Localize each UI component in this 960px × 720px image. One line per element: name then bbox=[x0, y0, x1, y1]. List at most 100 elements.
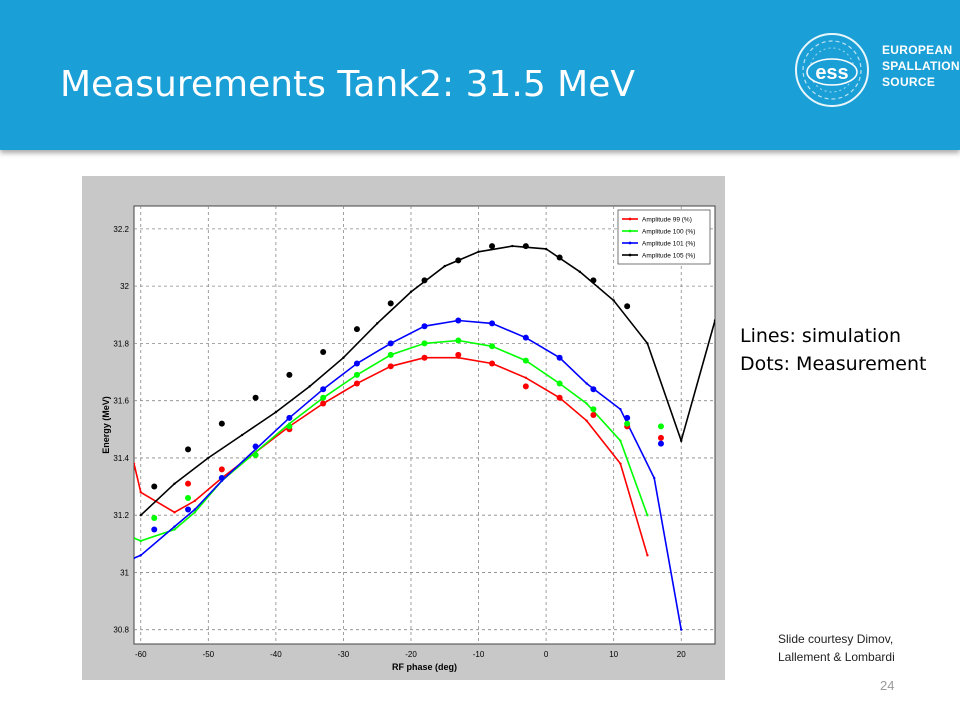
measurement-dot bbox=[455, 257, 462, 264]
series-vertex bbox=[443, 264, 446, 268]
series-vertex bbox=[173, 511, 176, 514]
y-tick-label: 31.6 bbox=[113, 397, 129, 406]
x-tick-label: -40 bbox=[270, 650, 282, 659]
series-vertex bbox=[134, 556, 136, 560]
measurement-dot bbox=[489, 360, 496, 367]
measurement-dot bbox=[151, 526, 158, 533]
y-tick-label: 31.4 bbox=[113, 454, 129, 463]
ess-logo-icon: ess bbox=[795, 33, 869, 107]
measurement-dot bbox=[556, 354, 563, 361]
series-vertex bbox=[578, 270, 582, 274]
measurement-dot bbox=[624, 420, 631, 427]
measurement-dot bbox=[522, 243, 529, 250]
y-tick-label: 32.2 bbox=[113, 225, 129, 234]
measurement-dot bbox=[590, 386, 597, 393]
measurement-dot bbox=[185, 506, 192, 513]
measurement-dot bbox=[421, 323, 428, 330]
measurement-dot bbox=[421, 340, 428, 347]
y-tick-label: 31.2 bbox=[113, 511, 129, 520]
series-vertex bbox=[139, 513, 142, 517]
series-vertex bbox=[139, 491, 142, 494]
measurement-dot bbox=[590, 277, 597, 284]
measurement-dot bbox=[353, 360, 360, 367]
series-vertex bbox=[680, 628, 683, 631]
measurement-dot bbox=[657, 423, 664, 430]
legend-label: Amplitude 99 (%) bbox=[642, 217, 692, 224]
y-axis-label: Energy (MeV) bbox=[101, 396, 111, 454]
measurement-dot bbox=[151, 515, 158, 522]
series-vertex bbox=[585, 419, 588, 422]
series-line-1 bbox=[134, 339, 649, 542]
measurement-dot bbox=[252, 443, 259, 450]
series-vertex bbox=[680, 439, 683, 442]
measurement-dot bbox=[387, 340, 394, 347]
series-vertex bbox=[619, 439, 622, 442]
x-tick-label: 10 bbox=[609, 650, 618, 659]
slide-title: Measurements Tank2: 31.5 MeV bbox=[60, 64, 636, 105]
measurement-dot bbox=[556, 380, 563, 387]
chart-notes: Lines: simulation Dots: Measurement bbox=[740, 322, 926, 378]
measurement-dot bbox=[353, 380, 360, 387]
legend-marker bbox=[628, 253, 632, 257]
legend-label: Amplitude 101 (%) bbox=[642, 241, 695, 248]
x-tick-label: -10 bbox=[473, 650, 485, 659]
series-line-0 bbox=[134, 356, 649, 556]
measurement-dot bbox=[522, 334, 529, 341]
measurement-dot bbox=[624, 414, 631, 421]
y-tick-label: 30.8 bbox=[113, 626, 129, 635]
measurement-dot bbox=[252, 452, 259, 459]
measurement-dot bbox=[522, 357, 529, 364]
measurement-dot bbox=[387, 363, 394, 370]
series-vertex bbox=[193, 508, 197, 511]
series-vertex bbox=[139, 539, 142, 543]
series-vertex bbox=[524, 376, 528, 379]
logo-text-line-2: SPALLATION bbox=[882, 59, 960, 73]
measurement-dot bbox=[218, 466, 225, 473]
measurement-dot bbox=[353, 326, 360, 333]
series-vertex bbox=[713, 319, 715, 322]
measurement-dot bbox=[185, 495, 192, 501]
series-vertex bbox=[544, 247, 548, 251]
series-vertex bbox=[376, 322, 379, 325]
series-vertex bbox=[477, 250, 480, 254]
measurement-dot bbox=[455, 351, 462, 358]
y-tick-label: 32 bbox=[120, 282, 129, 291]
note-dots: Dots: Measurement bbox=[740, 353, 927, 375]
note-lines: Lines: simulation bbox=[740, 325, 901, 347]
legend-marker bbox=[628, 241, 632, 245]
series-vertex bbox=[342, 356, 345, 359]
series-vertex bbox=[193, 511, 197, 514]
measurement-dot bbox=[489, 320, 496, 327]
measurement-dot bbox=[489, 243, 496, 250]
measurement-dot bbox=[218, 420, 225, 427]
measurement-dot bbox=[590, 406, 597, 413]
measurement-dot bbox=[320, 349, 327, 355]
credit-line-2: Lallement & Lombardi bbox=[778, 650, 895, 664]
measurement-dot bbox=[185, 446, 192, 453]
series-vertex bbox=[193, 499, 197, 503]
credit-line-1: Slide courtesy Dimov, bbox=[778, 632, 894, 646]
legend-marker bbox=[628, 229, 632, 233]
x-axis-label: RF phase (deg) bbox=[392, 662, 457, 672]
page-number: 24 bbox=[880, 678, 895, 693]
measurement-dot bbox=[421, 277, 428, 284]
measurement-dot bbox=[286, 423, 293, 430]
measurement-dot bbox=[556, 394, 563, 401]
series-vertex bbox=[139, 554, 142, 557]
measurement-dot bbox=[185, 480, 192, 487]
series-vertex bbox=[173, 525, 176, 528]
series-vertex bbox=[619, 462, 622, 465]
measurement-dot bbox=[353, 371, 360, 378]
ess-logo-text: EUROPEAN SPALLATION SOURCE bbox=[882, 42, 960, 90]
measurement-dot bbox=[286, 414, 293, 421]
series-vertex bbox=[240, 433, 244, 437]
legend-label: Amplitude 100 (%) bbox=[642, 229, 695, 236]
chart-svg: -60 -50 -40 -30 -20 -10 0 10 20 30.8 31 31.2 31.4 31.… bbox=[82, 176, 725, 680]
slide-credit: Slide courtesy Dimov, Lallement & Lombar… bbox=[778, 630, 895, 666]
logo-text-line-3: SOURCE bbox=[882, 75, 936, 89]
legend-label: Amplitude 105 (%) bbox=[642, 253, 695, 260]
series-vertex bbox=[173, 482, 176, 485]
y-tick-label: 31 bbox=[120, 568, 129, 577]
series-vertex bbox=[646, 513, 649, 517]
series-vertex bbox=[409, 290, 413, 294]
